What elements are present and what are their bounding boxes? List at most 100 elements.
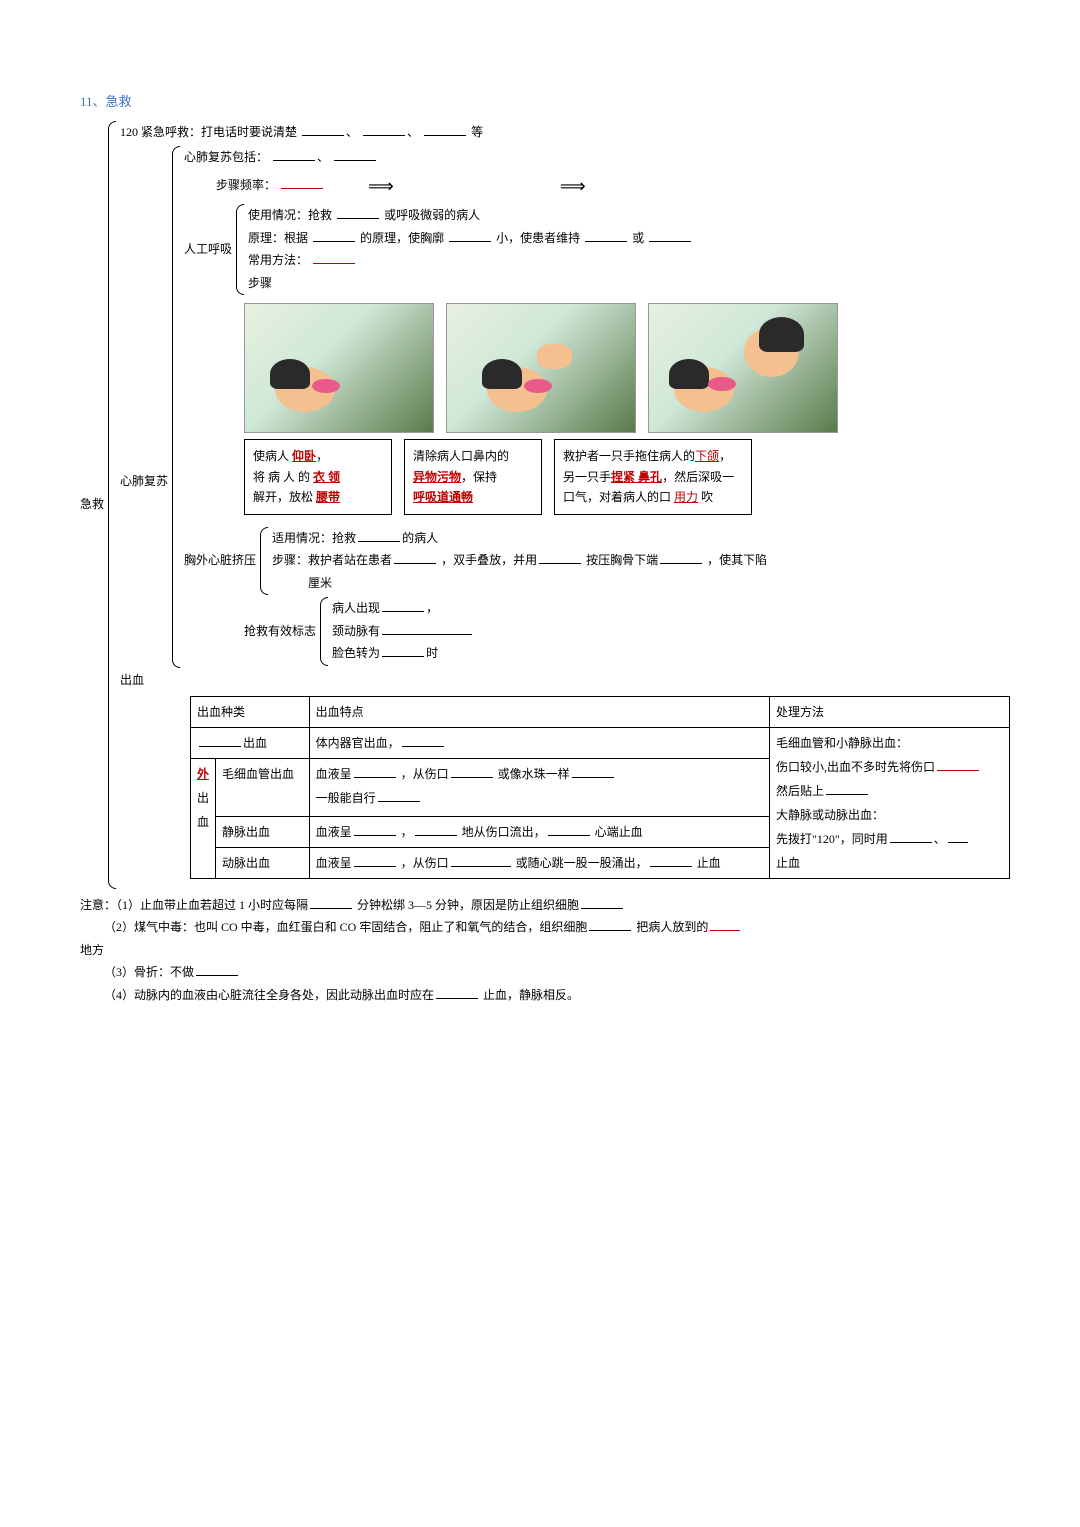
blank[interactable] — [382, 598, 424, 612]
chest-label: 胸外心脏挤压 — [184, 527, 260, 596]
blank[interactable] — [710, 917, 740, 931]
section-title: 11、急救 — [80, 90, 1020, 113]
blank[interactable] — [382, 643, 424, 657]
line-includes: 心肺复苏包括： 、 — [184, 147, 1020, 169]
blank[interactable] — [826, 781, 868, 795]
caption-row: 使病人 仰卧， 将 病 人 的 衣 领 解开，放松 腰带 清除病人口鼻内的 异物… — [244, 439, 1020, 514]
blank[interactable] — [310, 895, 352, 909]
note-2b: 地方 — [80, 940, 1020, 962]
sign-label: 抢救有效标志 — [244, 597, 320, 666]
bleed-label: 出血 — [120, 670, 1020, 692]
cell: 体内器官出血， — [309, 727, 769, 758]
bleeding-table: 出血种类 出血特点 处理方法 出血 体内器官出血， 毛细血管和小静脉出血： 伤口… — [190, 696, 1010, 879]
th-feature: 出血特点 — [309, 696, 769, 727]
txt: 小，使患者维持 — [496, 231, 580, 245]
blank[interactable] — [539, 550, 581, 564]
blank[interactable] — [402, 733, 444, 747]
txt: 心肺复苏包括： — [184, 150, 268, 164]
blank[interactable] — [649, 228, 691, 242]
blank[interactable] — [890, 829, 932, 843]
cell-methods: 毛细血管和小静脉出血： 伤口较小,出血不多时先将伤口 然后贴上 大静脉或动脉出血… — [769, 727, 1009, 878]
bracket-ar — [236, 204, 244, 295]
bracket-root — [108, 121, 116, 888]
line-ar-method: 常用方法： — [248, 250, 1020, 272]
blank[interactable] — [394, 550, 436, 564]
cell-outer: 外 出 血 — [191, 758, 216, 878]
blank[interactable] — [548, 822, 590, 836]
line-sign-b: 颈动脉有 — [332, 621, 1020, 643]
blank[interactable] — [334, 147, 376, 161]
line-sign-c: 脸色转为时 — [332, 643, 1020, 665]
caption-3: 救护者一只手拖住病人的下颌， 另一只手捏紧 鼻孔，然后深吸一 口气，对着病人的口… — [554, 439, 752, 514]
illustration-3 — [648, 303, 838, 433]
txt: 原理：根据 — [248, 231, 308, 245]
note-3: （3）骨折：不做 — [80, 962, 1020, 984]
blank[interactable] — [354, 853, 396, 867]
cell: 血液呈 ，从伤口 或随心跳一股一股涌出， 止血 — [309, 847, 769, 878]
table-row: 出血种类 出血特点 处理方法 — [191, 696, 1010, 727]
blank[interactable] — [378, 788, 420, 802]
blank[interactable] — [302, 122, 344, 136]
note-1: 注意：（1）止血带止血若超过 1 小时应每隔 分钟松绑 3—5 分钟，原因是防止… — [80, 895, 1020, 917]
blank[interactable] — [451, 853, 511, 867]
line-chest-cm: 厘米 — [272, 573, 1020, 595]
caption-2: 清除病人口鼻内的 异物污物，保持 呼吸道通畅 — [404, 439, 542, 514]
blank[interactable] — [313, 250, 355, 264]
line-120: 120 紧急呼救：打电话时要说清楚 、 、 等 — [120, 122, 1020, 144]
image-row — [244, 303, 1020, 433]
blank[interactable] — [581, 895, 623, 909]
txt: 或呼吸微弱的病人 — [384, 208, 480, 222]
blank[interactable] — [196, 962, 238, 976]
txt: 等 — [471, 125, 483, 139]
bracket-cpr — [172, 146, 180, 668]
blank[interactable] — [281, 175, 323, 189]
notes: 注意：（1）止血带止血若超过 1 小时应每隔 分钟松绑 3—5 分钟，原因是防止… — [80, 895, 1020, 1007]
blank[interactable] — [948, 829, 968, 843]
blank[interactable] — [424, 122, 466, 136]
blank[interactable] — [572, 764, 614, 778]
table-row: 出血 体内器官出血， 毛细血管和小静脉出血： 伤口较小,出血不多时先将伤口 然后… — [191, 727, 1010, 758]
txt: 使用情况：抢救 — [248, 208, 332, 222]
blank[interactable] — [354, 764, 396, 778]
blank[interactable] — [449, 228, 491, 242]
line-ar-steps: 步骤 — [248, 273, 1020, 295]
root-label: 急救 — [80, 121, 108, 888]
blank[interactable] — [650, 853, 692, 867]
blank[interactable] — [415, 822, 457, 836]
bracket-chest — [260, 527, 268, 596]
caption-1: 使病人 仰卧， 将 病 人 的 衣 领 解开，放松 腰带 — [244, 439, 392, 514]
blank[interactable] — [585, 228, 627, 242]
line-chest-step: 步骤：救护者站在患者 ，双手叠放，并用 按压胸骨下端 ，使其下陷 — [272, 550, 1020, 572]
blank[interactable] — [313, 228, 355, 242]
blank[interactable] — [451, 764, 493, 778]
txt: 120 紧急呼救：打电话时要说清楚 — [120, 125, 297, 139]
line-chest-use: 适用情况：抢救的病人 — [272, 528, 1020, 550]
blank[interactable] — [273, 147, 315, 161]
cell: 出血 — [191, 727, 310, 758]
blank[interactable] — [382, 621, 472, 635]
blank[interactable] — [337, 205, 379, 219]
arrow-icon: ⟹ — [560, 170, 586, 202]
txt: 或 — [632, 231, 644, 245]
blank[interactable] — [937, 757, 979, 771]
blank[interactable] — [436, 985, 478, 999]
txt: 常用方法： — [248, 253, 308, 267]
blank[interactable] — [354, 822, 396, 836]
blank[interactable] — [199, 733, 241, 747]
cell: 静脉出血 — [216, 816, 310, 847]
illustration-1 — [244, 303, 434, 433]
note-2: （2）煤气中毒：也叫 CO 中毒，血红蛋白和 CO 牢固结合，阻止了和氧气的结合… — [80, 917, 1020, 939]
line-freq: 步骤频率： ⟹ ⟹ — [184, 170, 1020, 202]
blank[interactable] — [358, 528, 400, 542]
arrow-icon: ⟹ — [368, 170, 394, 202]
cell: 毛细血管出血 — [216, 758, 310, 816]
note-4: （4）动脉内的血液由心脏流往全身各处，因此动脉出血时应在 止血，静脉相反。 — [80, 985, 1020, 1007]
line-sign-a: 病人出现， — [332, 598, 1020, 620]
th-method: 处理方法 — [769, 696, 1009, 727]
txt: 步骤频率： — [216, 178, 276, 192]
blank[interactable] — [660, 550, 702, 564]
cell: 动脉出血 — [216, 847, 310, 878]
blank[interactable] — [363, 122, 405, 136]
txt: 的原理，使胸廓 — [360, 231, 444, 245]
blank[interactable] — [589, 917, 631, 931]
